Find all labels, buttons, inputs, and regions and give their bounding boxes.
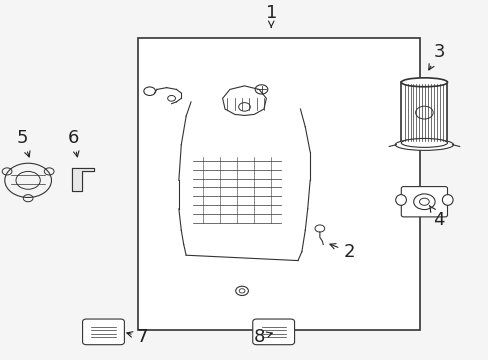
Text: 4: 4 — [428, 206, 444, 229]
Ellipse shape — [401, 78, 447, 87]
Ellipse shape — [442, 195, 452, 205]
Text: 7: 7 — [126, 328, 148, 346]
Text: 5: 5 — [17, 129, 30, 157]
Bar — [137, 38, 419, 330]
Text: 3: 3 — [428, 43, 444, 70]
Ellipse shape — [401, 139, 447, 147]
FancyBboxPatch shape — [401, 186, 447, 217]
Bar — [401, 82, 447, 143]
Ellipse shape — [395, 195, 406, 205]
Text: 1: 1 — [265, 4, 276, 27]
Ellipse shape — [394, 139, 453, 150]
FancyBboxPatch shape — [82, 319, 124, 345]
FancyBboxPatch shape — [252, 319, 294, 345]
Text: 6: 6 — [67, 129, 79, 157]
Text: 8: 8 — [253, 328, 272, 346]
Text: 2: 2 — [329, 243, 354, 261]
Polygon shape — [72, 168, 94, 191]
